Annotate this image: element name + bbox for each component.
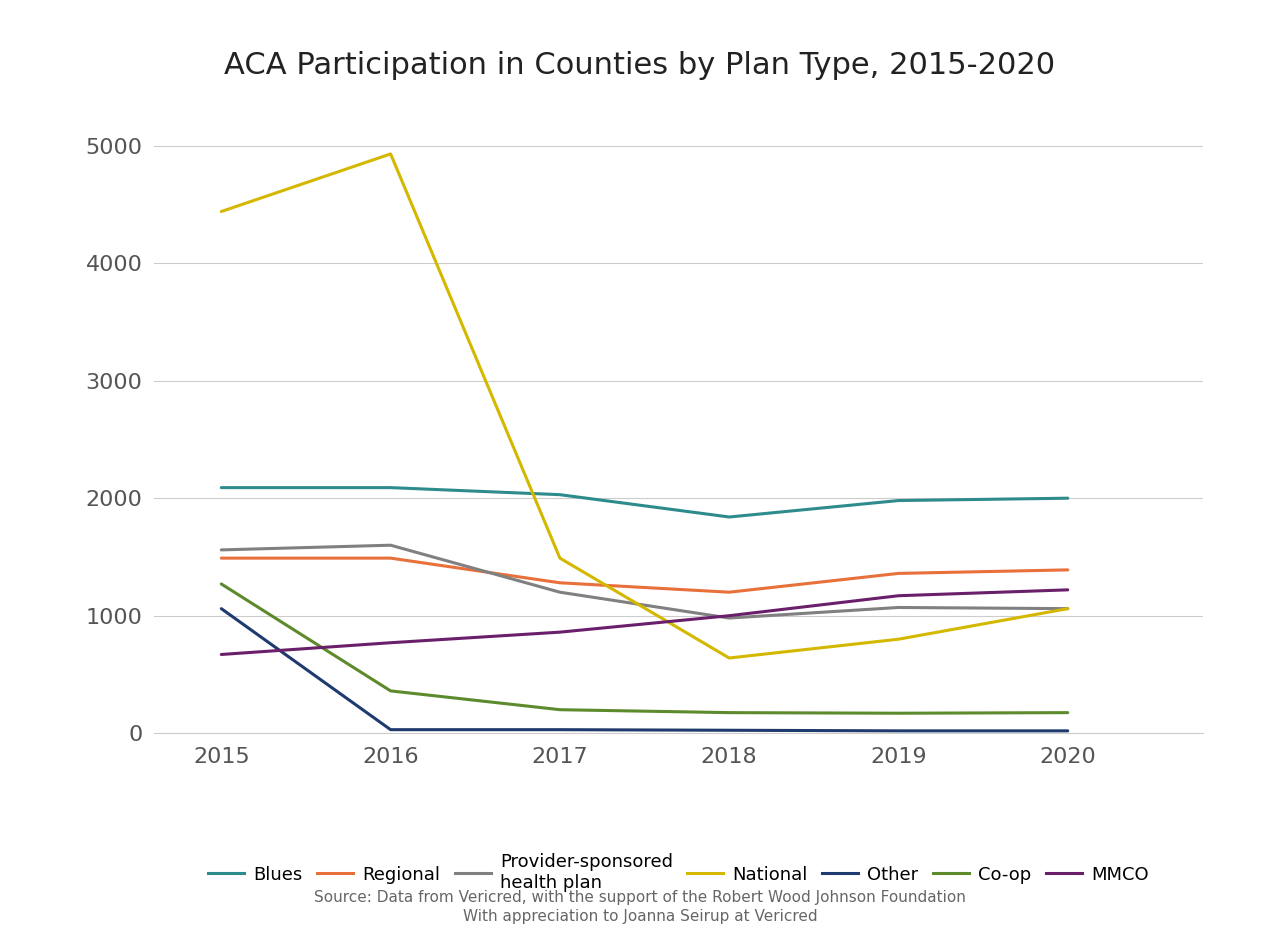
Legend: Blues, Regional, Provider-sponsored
health plan, National, Other, Co-op, MMCO: Blues, Regional, Provider-sponsored heal… (201, 846, 1156, 900)
Text: ACA Participation in Counties by Plan Type, 2015-2020: ACA Participation in Counties by Plan Ty… (224, 52, 1056, 80)
Text: With appreciation to Joanna Seirup at Vericred: With appreciation to Joanna Seirup at Ve… (462, 909, 818, 924)
Text: Source: Data from Vericred, with the support of the Robert Wood Johnson Foundati: Source: Data from Vericred, with the sup… (314, 890, 966, 905)
